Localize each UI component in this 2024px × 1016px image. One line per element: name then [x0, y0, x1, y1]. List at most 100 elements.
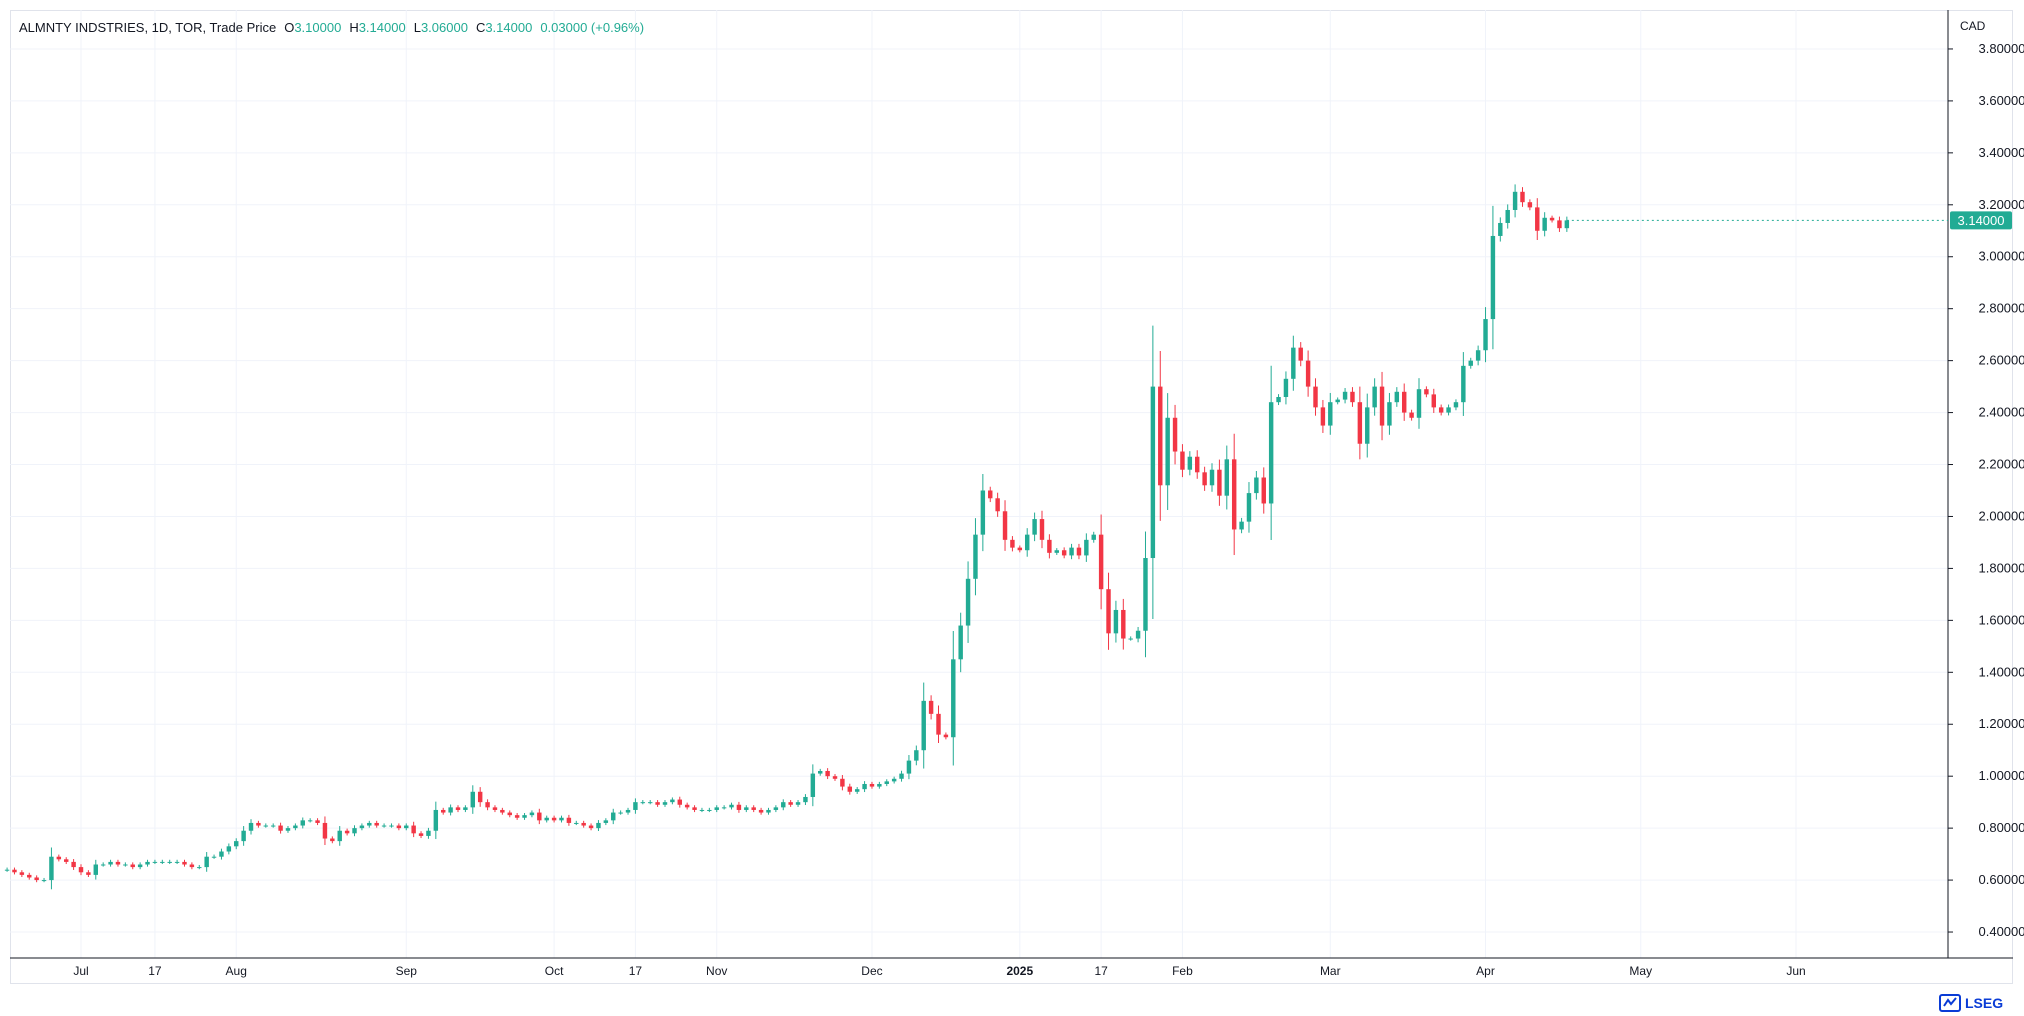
candle-body: [182, 861, 187, 865]
y-tick-label: 3.00000: [1979, 249, 2024, 264]
candle-body: [1542, 217, 1547, 231]
candle-body: [167, 861, 172, 863]
y-tick-label: 2.00000: [1979, 508, 2024, 523]
candle-body: [862, 783, 867, 790]
candle-body: [1113, 609, 1119, 634]
candle-body: [810, 773, 816, 797]
candle-body: [1195, 456, 1200, 473]
lseg-logo[interactable]: LSEG: [1939, 994, 2003, 1012]
candle-body: [1143, 558, 1148, 631]
candle-body: [160, 861, 165, 863]
candle-body: [263, 825, 269, 827]
candle-body: [1298, 347, 1303, 361]
candle-body: [1069, 547, 1074, 556]
candle-body: [781, 802, 786, 808]
legend-low-label: L: [413, 20, 421, 35]
candle-body: [1409, 412, 1414, 418]
candle-body: [204, 856, 209, 868]
candle-body: [854, 789, 860, 792]
y-tick-label: 1.20000: [1979, 716, 2024, 731]
x-tick-label: 2025: [1006, 964, 1033, 978]
candle-body: [1424, 389, 1429, 395]
y-tick-label: 3.80000: [1979, 41, 2024, 56]
candle-body: [951, 659, 956, 738]
y-tick-label: 0.60000: [1979, 872, 2024, 887]
last-price-label: 3.14000: [1958, 213, 2005, 228]
legend-high-value: 3.14000: [358, 20, 406, 35]
candle-body: [1202, 472, 1207, 486]
candle-body: [1084, 539, 1089, 556]
candle-body: [1128, 638, 1133, 640]
candle-body: [1017, 547, 1023, 551]
candle-body: [1054, 550, 1059, 553]
candle-body: [71, 861, 76, 868]
candle-body: [699, 809, 705, 811]
candle-body: [359, 825, 365, 829]
candle-body: [507, 812, 512, 816]
candle-body: [477, 791, 483, 803]
candle-body: [744, 807, 749, 810]
candle-body: [684, 804, 690, 808]
y-tick-label: 1.80000: [1979, 560, 2024, 575]
candle-body: [1387, 402, 1392, 426]
candle-body: [1254, 477, 1259, 494]
candle-body: [1490, 235, 1496, 320]
candle-body: [914, 750, 919, 761]
candle-body: [1283, 378, 1289, 397]
candle-body: [1076, 547, 1082, 556]
candle-body: [418, 833, 424, 836]
candle-body: [1268, 402, 1274, 504]
candle-body: [1010, 539, 1015, 548]
currency-label[interactable]: CAD: [1960, 19, 1986, 33]
candle-body: [529, 812, 535, 816]
candle-body: [1475, 350, 1481, 361]
candle-body: [145, 861, 150, 865]
candle-body: [773, 807, 779, 810]
candle-body: [1535, 207, 1540, 231]
y-tick-label: 2.80000: [1979, 301, 2024, 316]
candle-body: [670, 799, 675, 803]
candle-body: [278, 825, 283, 831]
candle-body: [485, 802, 490, 808]
candle-body: [633, 802, 638, 810]
candle-body: [330, 838, 335, 842]
legend-change: 0.03000 (+0.96%): [540, 20, 645, 35]
candle-body: [928, 700, 934, 714]
candle-body: [544, 817, 549, 821]
candle-body: [1357, 402, 1363, 444]
candle-body: [130, 864, 135, 868]
x-tick-label: 17: [629, 964, 643, 978]
candle-body: [603, 820, 609, 823]
candle-body: [640, 802, 646, 804]
candle-body: [1231, 459, 1237, 530]
candle-body: [234, 841, 239, 847]
candle-body: [100, 864, 106, 866]
candle-body: [869, 783, 875, 787]
candle-body: [441, 809, 446, 813]
candle-body: [825, 770, 830, 777]
candle-body: [433, 809, 439, 831]
x-tick-label: Apr: [1476, 964, 1495, 978]
candle-body: [115, 861, 121, 865]
candle-body: [4, 869, 10, 871]
candle-body: [1520, 191, 1525, 203]
candle-body: [1549, 217, 1555, 221]
candle-body: [766, 809, 771, 813]
candle-body: [537, 812, 542, 821]
candle-body: [1239, 521, 1244, 530]
candle-body: [1401, 391, 1407, 413]
candle-body: [1150, 386, 1156, 559]
candle-body: [943, 734, 949, 738]
candle-body: [832, 776, 838, 779]
y-tick-label: 3.20000: [1979, 197, 2024, 212]
candle-body: [34, 877, 39, 881]
candle-body: [189, 864, 195, 868]
candle-body: [344, 830, 350, 834]
candle-body: [647, 802, 653, 804]
candle-body: [63, 859, 69, 862]
x-tick-label: Jul: [73, 964, 88, 978]
candle-body: [56, 856, 62, 860]
candle-body: [248, 822, 254, 831]
candle-body: [973, 534, 978, 579]
